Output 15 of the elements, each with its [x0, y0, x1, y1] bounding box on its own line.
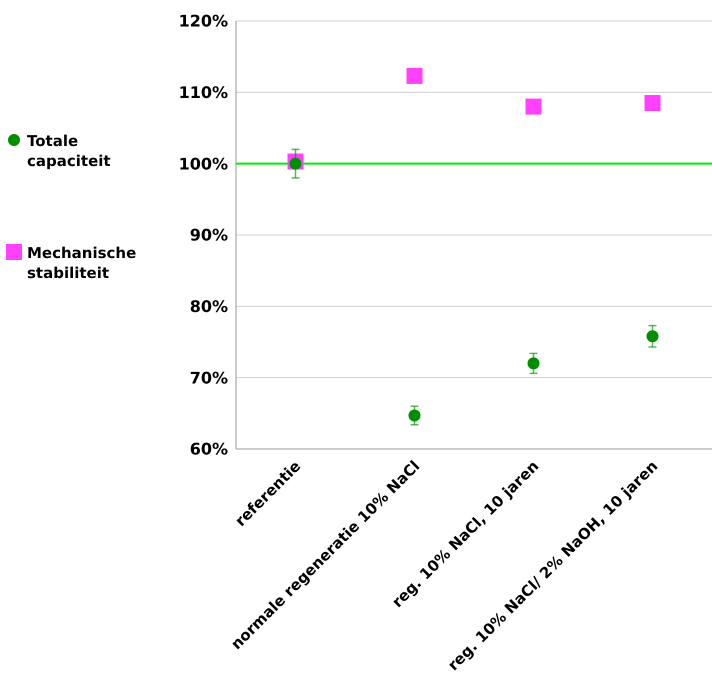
- y-tick-label: 110%: [178, 82, 228, 102]
- y-tick-label: 70%: [190, 368, 228, 388]
- y-tick-label: 100%: [178, 154, 228, 174]
- point: [408, 409, 420, 422]
- point: [644, 95, 660, 112]
- legend-label: Mechanische stabiliteit: [27, 244, 136, 282]
- legend-label: Totale capaciteit: [27, 132, 111, 170]
- y-tick-label: 60%: [190, 440, 228, 459]
- point: [526, 98, 542, 115]
- y-tick-label: 120%: [178, 12, 228, 31]
- y-tick-label: 80%: [190, 296, 228, 316]
- point: [528, 357, 540, 370]
- point: [646, 330, 658, 342]
- point: [406, 68, 422, 84]
- y-tick-label: 90%: [190, 226, 228, 245]
